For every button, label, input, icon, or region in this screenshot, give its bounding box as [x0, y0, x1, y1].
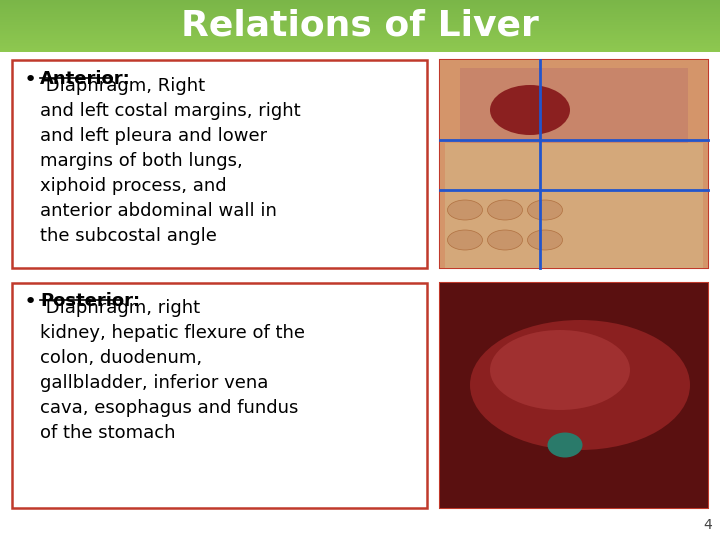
Text: Diaphragm, Right
and left costal margins, right
and left pleura and lower
margin: Diaphragm, Right and left costal margins…	[40, 77, 301, 245]
Text: Anterior:: Anterior:	[40, 70, 131, 88]
Ellipse shape	[448, 200, 482, 220]
Bar	[0, 15, 720, 17]
Bar	[440, 60, 708, 268]
Ellipse shape	[470, 320, 690, 450]
Bar	[0, 18, 720, 19]
Ellipse shape	[490, 85, 570, 135]
Bar	[0, 0, 720, 1]
Bar	[0, 33, 720, 35]
Bar	[0, 29, 720, 31]
Bar	[0, 22, 720, 23]
Text: Posterior:: Posterior:	[40, 292, 140, 310]
Bar	[0, 9, 720, 10]
Bar	[0, 19, 720, 21]
Ellipse shape	[448, 230, 482, 250]
Bar	[0, 40, 720, 42]
Bar	[0, 16, 720, 18]
Ellipse shape	[487, 200, 523, 220]
Ellipse shape	[528, 230, 562, 250]
Bar	[440, 283, 708, 508]
Bar	[0, 32, 720, 34]
Bar	[0, 35, 720, 36]
Bar	[0, 36, 720, 38]
FancyBboxPatch shape	[12, 283, 427, 508]
FancyBboxPatch shape	[12, 60, 427, 268]
Ellipse shape	[487, 230, 523, 250]
Bar	[0, 5, 720, 6]
Text: Diaphragm, right
kidney, hepatic flexure of the
colon, duodenum,
gallbladder, in: Diaphragm, right kidney, hepatic flexure…	[40, 299, 305, 442]
Text: 4: 4	[703, 518, 712, 532]
Bar	[0, 6, 720, 8]
Bar	[0, 24, 720, 26]
Bar	[0, 23, 720, 25]
Bar	[0, 44, 720, 45]
Bar	[0, 50, 720, 52]
Bar	[445, 143, 703, 268]
Text: Relations of Liver: Relations of Liver	[181, 9, 539, 43]
Bar	[0, 37, 720, 39]
Ellipse shape	[528, 200, 562, 220]
Bar	[0, 27, 720, 29]
Bar	[0, 38, 720, 40]
FancyBboxPatch shape	[440, 60, 708, 268]
Bar	[0, 49, 720, 51]
Bar	[0, 11, 720, 13]
Bar	[0, 45, 720, 47]
Bar	[0, 8, 720, 9]
Bar	[0, 46, 720, 48]
FancyBboxPatch shape	[440, 283, 708, 508]
Bar	[0, 1, 720, 3]
Ellipse shape	[490, 330, 630, 410]
Bar	[0, 31, 720, 32]
Bar	[0, 43, 720, 44]
Bar	[0, 25, 720, 28]
Text: •: •	[24, 70, 37, 90]
Bar	[0, 41, 720, 43]
Text: •: •	[24, 292, 37, 312]
Bar	[0, 3, 720, 5]
Bar	[0, 28, 720, 30]
Bar	[460, 68, 688, 150]
Bar	[0, 12, 720, 14]
Bar	[0, 10, 720, 12]
Bar	[0, 48, 720, 49]
Bar	[0, 21, 720, 22]
Bar	[0, 14, 720, 16]
Bar	[0, 2, 720, 4]
Ellipse shape	[547, 433, 582, 457]
